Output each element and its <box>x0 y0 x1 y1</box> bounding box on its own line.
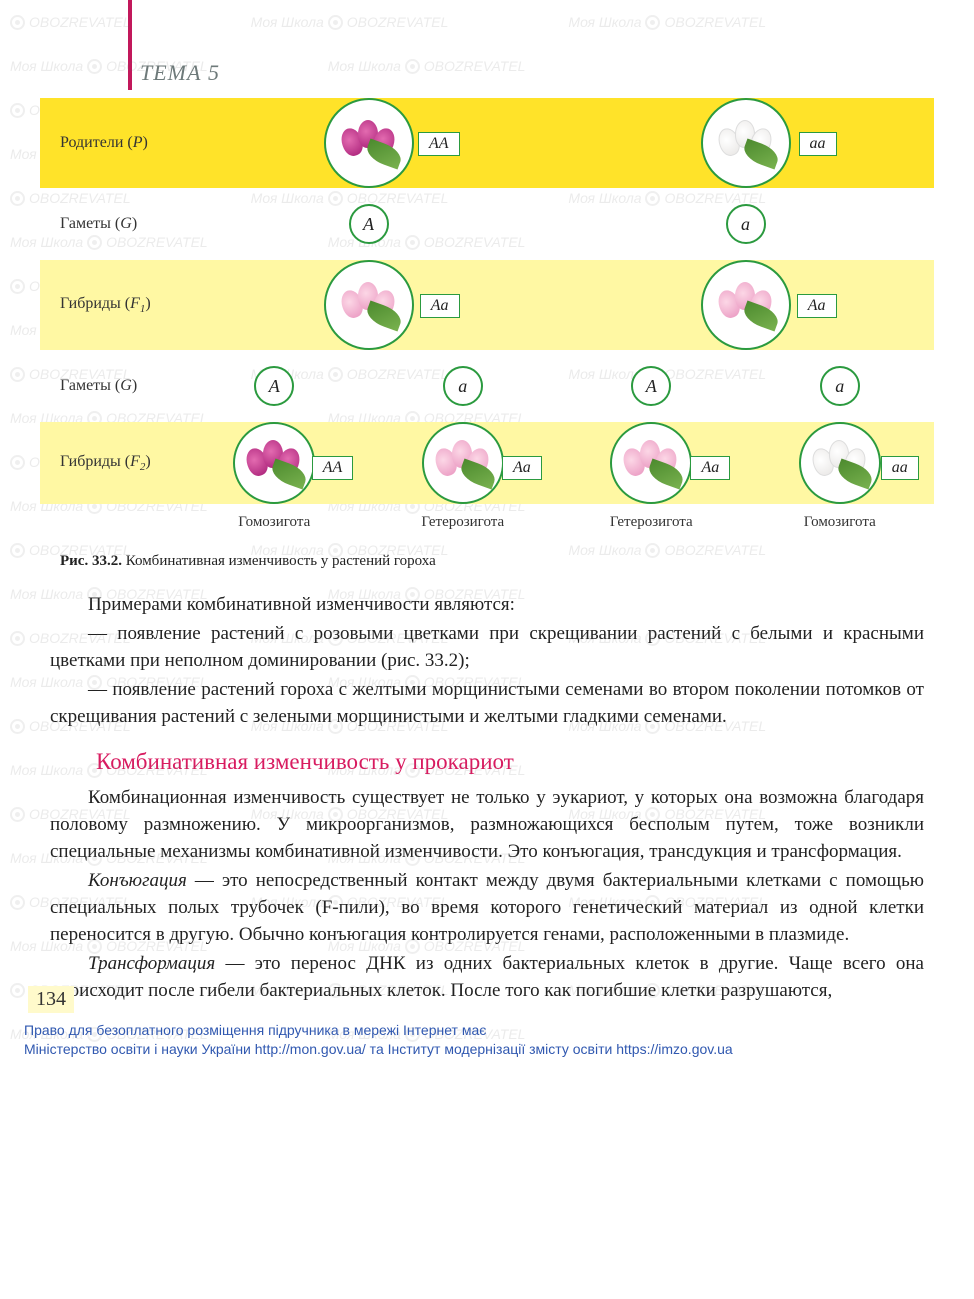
legal-footer: Право для безоплатного розміщення підруч… <box>24 1021 950 1059</box>
gamete-a: a <box>443 366 483 406</box>
f1-flower: Aa <box>324 260 414 350</box>
genetics-diagram: Родители (P) АА аа Гаметы (G) <box>40 98 934 535</box>
sublabel: Гомозигота <box>180 510 369 535</box>
page-number: 134 <box>28 986 74 1013</box>
row-parents: Родители (P) АА аа <box>40 98 934 188</box>
row-f2: Гибриды (F2) АА Aa <box>40 422 934 504</box>
paragraph: — появление растений с розовыми цветками… <box>50 621 924 675</box>
gamete-a: a <box>726 204 766 244</box>
f2-Aa-flower: Aa <box>422 422 504 504</box>
genotype-label: аа <box>799 132 837 156</box>
body-text: Примерами комбинативной изменчивости явл… <box>50 592 924 731</box>
section-heading: Комбинативная изменчивость у прокариот <box>96 749 934 775</box>
paragraph: Конъюгация — это непосредственный контак… <box>50 868 924 949</box>
row-label-gametes: Гаметы (G) <box>40 377 180 395</box>
sublabel: Гомозигота <box>746 510 935 535</box>
row-gametes-1: Гаметы (G) A a <box>40 188 934 260</box>
sublabel: Гетерозигота <box>557 510 746 535</box>
row-label-f2: Гибриды (F2) <box>40 453 180 473</box>
genotype-label: Aa <box>690 456 730 480</box>
f1-flower: Aa <box>701 260 791 350</box>
row-f1: Гибриды (F1) Aa Aa <box>40 260 934 350</box>
row-gametes-2: Гаметы (G) A a A a <box>40 350 934 422</box>
row-label-parents: Родители (P) <box>40 134 180 152</box>
genotype-label: aa <box>881 456 919 480</box>
genotype-label: Aa <box>797 294 837 318</box>
body-text: Комбинационная изменчивость существует н… <box>50 785 924 1005</box>
genotype-label: Aa <box>502 456 542 480</box>
figure-caption: Рис. 33.2. Комбинативная изменчивость у … <box>60 553 934 570</box>
paragraph: — появление растений гороха с желтыми мо… <box>50 677 924 731</box>
parent-aa-flower: аа <box>701 98 791 188</box>
tema-label: ТЕМА 5 <box>140 60 934 86</box>
gamete-A: A <box>631 366 671 406</box>
genotype-label: АА <box>312 456 354 480</box>
gamete-A: A <box>254 366 294 406</box>
link-mon[interactable]: http://mon.gov.ua/ <box>255 1041 366 1057</box>
gamete-A: A <box>349 204 389 244</box>
f2-Aa-flower: Aa <box>610 422 692 504</box>
row-label-f1: Гибриды (F1) <box>40 295 180 315</box>
f2-AA-flower: АА <box>233 422 315 504</box>
side-accent <box>128 0 132 90</box>
paragraph: Комбинационная изменчивость существует н… <box>50 785 924 866</box>
sublabel: Гетерозигота <box>369 510 558 535</box>
genotype-label: АА <box>418 132 460 156</box>
paragraph: Примерами комбинативной изменчивости явл… <box>50 592 924 619</box>
gamete-a: a <box>820 366 860 406</box>
parent-AA-flower: АА <box>324 98 414 188</box>
f2-aa-flower: aa <box>799 422 881 504</box>
genotype-label: Aa <box>420 294 460 318</box>
f2-sublabels: Гомозигота Гетерозигота Гетерозигота Гом… <box>40 510 934 535</box>
row-label-gametes: Гаметы (G) <box>40 215 180 233</box>
paragraph: Трансформация — это перенос ДНК из одних… <box>50 951 924 1005</box>
link-imzo[interactable]: https://imzo.gov.ua <box>616 1041 732 1057</box>
